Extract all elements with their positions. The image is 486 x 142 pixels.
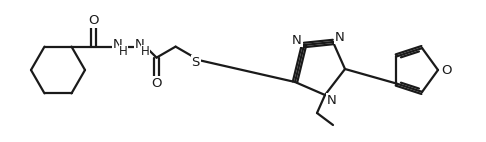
Text: N: N <box>113 38 122 51</box>
Text: O: O <box>151 77 162 90</box>
Text: N: N <box>327 93 337 106</box>
Text: S: S <box>191 56 200 69</box>
Text: O: O <box>441 63 451 77</box>
Text: O: O <box>88 14 99 27</box>
Text: N: N <box>135 38 144 51</box>
Text: N: N <box>292 34 302 46</box>
Text: H: H <box>119 45 128 58</box>
Text: H: H <box>141 45 150 58</box>
Text: N: N <box>335 31 345 43</box>
